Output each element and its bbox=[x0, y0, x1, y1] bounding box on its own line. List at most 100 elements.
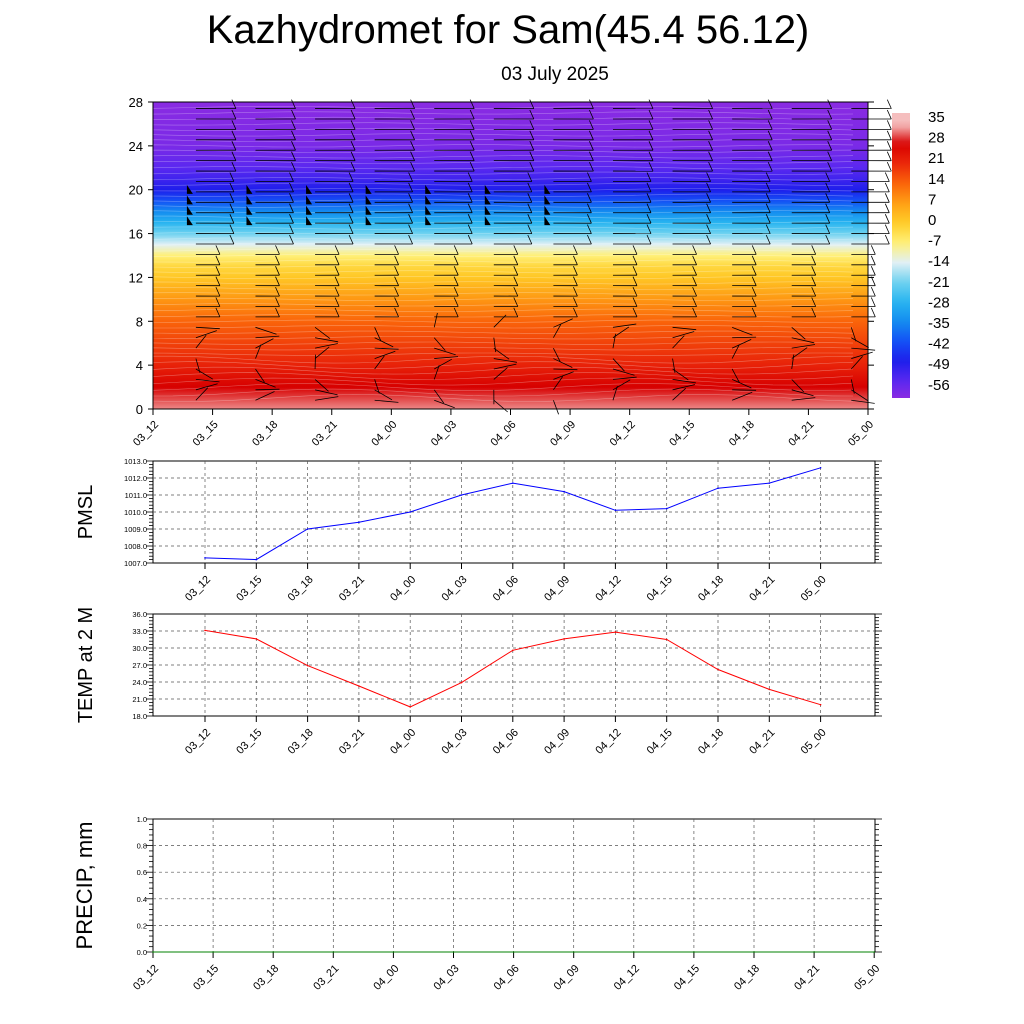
wind-barb-flag bbox=[394, 307, 399, 318]
wind-barb-flag bbox=[394, 255, 399, 265]
wind-barb-flag bbox=[587, 234, 592, 245]
wind-barb bbox=[672, 358, 676, 373]
wind-barb-flag bbox=[275, 266, 280, 276]
wind-barb-flag bbox=[467, 203, 473, 213]
wind-barb-flag bbox=[692, 307, 697, 318]
wind-barb-flag bbox=[646, 182, 652, 193]
wind-barb-flag bbox=[646, 214, 652, 224]
wind-barb-flag bbox=[348, 203, 354, 213]
wind-barb-flag bbox=[708, 109, 713, 120]
contour-line bbox=[152, 319, 854, 323]
wind-barb-flag bbox=[291, 151, 296, 161]
wind-barb-flag bbox=[231, 130, 237, 140]
wind-barb-flag bbox=[648, 161, 654, 172]
wind-barb bbox=[732, 336, 757, 339]
wind-barb-flag bbox=[884, 214, 890, 224]
wind-barb-flag bbox=[529, 161, 535, 172]
x-tick-label: 05_00 bbox=[846, 419, 876, 449]
contour-line bbox=[152, 286, 853, 290]
data-point bbox=[819, 703, 822, 706]
contour-line bbox=[152, 377, 854, 386]
wind-barb bbox=[195, 326, 220, 330]
wind-barb-flag bbox=[348, 182, 354, 193]
wind-barb bbox=[851, 356, 863, 370]
wind-barb-flag bbox=[706, 172, 711, 182]
wind-barb-flag bbox=[765, 234, 771, 245]
wind-barb-flag bbox=[884, 203, 890, 213]
data-point bbox=[768, 688, 771, 691]
x-tick-label: 04_12 bbox=[593, 574, 623, 604]
wind-barb-flag bbox=[587, 203, 592, 213]
y-tick-label: 0.4 bbox=[137, 895, 147, 904]
colorbar-label: -14 bbox=[928, 253, 950, 270]
wind-barb bbox=[612, 326, 630, 339]
wind-barb-flag bbox=[573, 276, 578, 286]
x-tick-label: 04_18 bbox=[696, 574, 726, 604]
data-point bbox=[460, 681, 463, 684]
precip-panel: 0.0 0.2 0.4 0.6 0.8 1.0 03_12 03_15 03_18 03_21 04… bbox=[72, 815, 882, 993]
wind-barb-flag bbox=[589, 141, 594, 151]
wind-barb-flag bbox=[529, 151, 535, 161]
wind-barb-flag bbox=[469, 161, 475, 172]
y-tick-label: 24 bbox=[129, 139, 143, 154]
x-tick-label: 04_03 bbox=[429, 419, 459, 449]
wind-barb-flag bbox=[513, 276, 519, 286]
x-tick-label: 04_15 bbox=[645, 574, 675, 604]
wind-pennant bbox=[484, 184, 491, 194]
wind-barb-flag bbox=[467, 182, 473, 193]
x-tick-label: 03_12 bbox=[183, 574, 213, 604]
colorbar-label: 14 bbox=[928, 171, 945, 188]
wind-barb-flag bbox=[648, 109, 654, 120]
wind-barb-flag bbox=[334, 255, 340, 265]
temp-2m-panel: 18.0 21.0 24.0 27.0 30.0 33.0 36.0 03_12 03_15 03… bbox=[75, 607, 882, 757]
wind-barb bbox=[195, 378, 220, 383]
wind-barb bbox=[851, 399, 875, 404]
wind-barb-flag bbox=[408, 193, 413, 203]
wind-barb-flag bbox=[708, 161, 713, 172]
wind-barb-flag bbox=[527, 203, 533, 213]
wind-barb bbox=[672, 368, 689, 381]
contour-line bbox=[152, 133, 854, 137]
wind-barb-flag bbox=[884, 193, 890, 203]
wind-barb bbox=[374, 379, 380, 394]
wind-barb bbox=[434, 356, 459, 359]
data-point bbox=[753, 951, 755, 953]
wind-barb-flag bbox=[587, 193, 592, 203]
wind-barb-flag bbox=[231, 99, 237, 109]
wind-barb-flag bbox=[751, 245, 757, 255]
x-tick-label: 04_00 bbox=[388, 574, 418, 604]
wind-barb bbox=[314, 337, 339, 343]
y-axis-label: PRECIP, mm bbox=[72, 822, 97, 950]
y-tick-label: 20 bbox=[129, 183, 143, 198]
wind-barb-flag bbox=[469, 109, 475, 120]
colorbar-label: 0 bbox=[928, 212, 936, 229]
wind-barb-flag bbox=[410, 130, 415, 140]
wind-barb-flag bbox=[765, 203, 771, 213]
wind-barb bbox=[195, 368, 214, 380]
wind-barb-flag bbox=[767, 109, 773, 120]
wind-barb-flag bbox=[453, 307, 459, 318]
wind-pennant bbox=[365, 216, 372, 226]
wind-barb bbox=[255, 344, 262, 359]
contour-line bbox=[152, 372, 854, 380]
wind-barb-flag bbox=[811, 255, 817, 265]
contour-line bbox=[152, 292, 854, 296]
x-tick-label: 03_12 bbox=[131, 419, 161, 449]
data-point bbox=[409, 511, 412, 513]
y-tick-label: 12 bbox=[129, 270, 143, 285]
data-point bbox=[358, 521, 360, 523]
x-tick-label: 03_18 bbox=[286, 574, 316, 604]
wind-barb-flag bbox=[632, 307, 638, 318]
wind-barb-flag bbox=[275, 307, 280, 318]
y-tick-label: 16 bbox=[129, 227, 143, 242]
wind-barb-flag bbox=[870, 286, 876, 297]
wind-barb-flag bbox=[231, 151, 237, 161]
wind-barb-flag bbox=[811, 286, 817, 297]
data-point bbox=[768, 482, 771, 484]
wind-pennant bbox=[425, 195, 432, 205]
wind-pennant bbox=[544, 216, 551, 226]
data-point bbox=[693, 951, 695, 953]
contour-line bbox=[152, 248, 854, 252]
wind-barb bbox=[851, 347, 876, 351]
wind-pennant bbox=[246, 184, 253, 194]
